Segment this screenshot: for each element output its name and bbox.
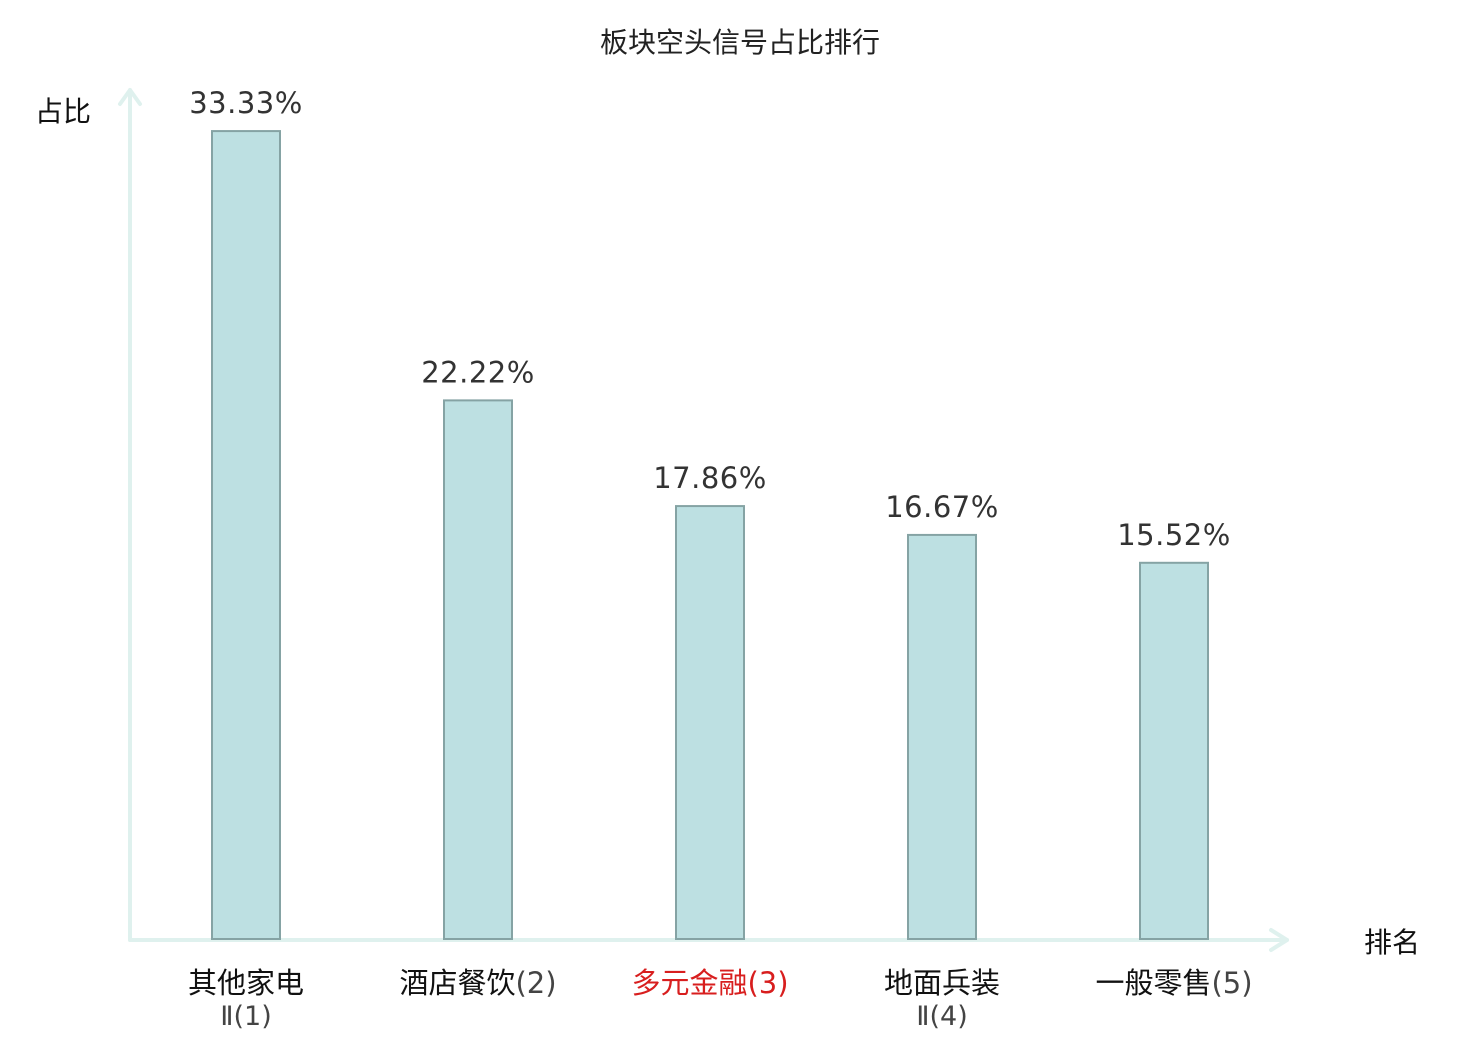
bar-5 [1139,561,1209,941]
x-axis-label: 排名 [1364,926,1420,959]
value-label-3: 17.86% [653,461,767,495]
x-axis-arrow [1269,928,1289,952]
y-axis-label: 占比 [35,95,91,128]
category-label-4-line2: Ⅱ(4) [916,1001,968,1032]
value-label-1: 33.33% [189,86,303,120]
bar-3 [675,505,745,940]
category-label-4: 地面兵装 [884,966,1000,1000]
category-label-rank: (5) [1211,966,1252,1000]
value-label-5: 15.52% [1117,518,1231,552]
value-label-4: 16.67% [885,490,999,524]
chart-title: 板块空头信号占比排行 [600,26,880,59]
bars-layer [211,130,1209,941]
y-axis-arrow [118,88,142,106]
category-label-main: 多元金融 [631,966,747,1000]
bar-4 [907,533,977,940]
category-label-main: 一般零售 [1095,966,1211,1000]
value-label-2: 22.22% [421,355,535,389]
category-label-main: 其他家电 [188,966,304,1000]
category-label-main: 酒店餐饮 [399,966,515,1000]
category-label-main: 地面兵装 [884,966,1000,1000]
bar-2 [443,399,513,940]
category-label-rank: (3) [747,966,788,1000]
category-label-1-line2: Ⅱ(1) [220,1001,272,1032]
category-label-rank: (2) [515,966,556,1000]
category-label-5: 一般零售(5) [1095,966,1252,1000]
category-label-2: 酒店餐饮(2) [399,966,556,1000]
value-labels-layer: 33.33% 22.22% 17.86% 16.67% 15.52% [189,86,1231,552]
category-label-1: 其他家电 [188,966,304,1000]
bar-1 [211,130,281,940]
category-label-3: 多元金融(3) [631,966,788,1000]
